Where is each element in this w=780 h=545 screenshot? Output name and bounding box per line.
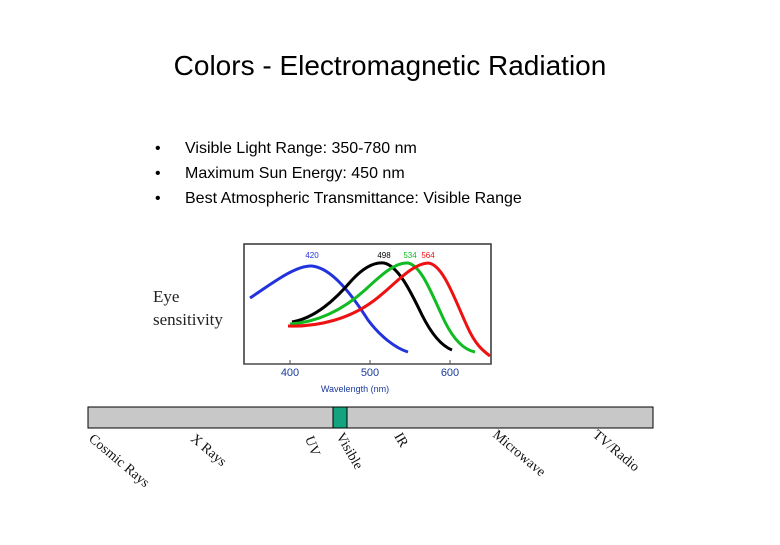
- label-ir: IR: [391, 431, 411, 451]
- label-tv-radio: TV/Radio: [589, 428, 642, 475]
- visible-band: [332, 406, 348, 429]
- peak-label-red: 564: [421, 251, 435, 260]
- bullet-item: • Maximum Sun Energy: 450 nm: [155, 161, 522, 186]
- green-cone-curve: [289, 261, 476, 354]
- slide-title: Colors - Electromagnetic Radiation: [173, 50, 607, 81]
- y-axis-label-line2: sensitivity: [153, 310, 223, 329]
- x-tick-label: 500: [361, 367, 379, 379]
- bullet-text: Maximum Sun Energy: 450 nm: [185, 165, 405, 182]
- label-uv: UV: [301, 434, 322, 458]
- bullet-icon: •: [155, 165, 161, 182]
- x-axis-label: Wavelength (nm): [321, 384, 389, 394]
- bullet-item: • Best Atmospheric Transmittance: Visible…: [155, 186, 522, 211]
- label-cosmic-rays: Cosmic Rays: [85, 432, 152, 491]
- bullet-text: Best Atmospheric Transmittance: Visible …: [185, 190, 522, 207]
- bullet-icon: •: [155, 190, 161, 207]
- chart-ticks: [244, 360, 491, 365]
- chart-frame: [243, 243, 492, 365]
- label-microwave: Microwave: [489, 428, 547, 480]
- label-visible: Visible: [333, 431, 366, 473]
- black-rod-curve: [291, 261, 453, 352]
- red-cone-curve: [287, 261, 491, 358]
- label-x-rays: X Rays: [187, 432, 229, 470]
- spectrum-bar: [87, 406, 654, 429]
- bullet-list: • Visible Light Range: 350-780 nm • Maximu…: [155, 136, 522, 211]
- x-tick-label: 600: [441, 367, 459, 379]
- blue-cone-curve: [249, 264, 409, 354]
- peak-label-black: 498: [377, 251, 391, 260]
- bullet-text: Visible Light Range: 350-780 nm: [185, 140, 417, 157]
- peak-label-green: 534: [403, 251, 417, 260]
- bullet-icon: •: [155, 140, 161, 157]
- y-axis-label-line1: Eye: [153, 287, 179, 306]
- x-tick-label: 400: [281, 367, 299, 379]
- bullet-item: • Visible Light Range: 350-780 nm: [155, 136, 522, 161]
- peak-label-blue: 420: [305, 251, 319, 260]
